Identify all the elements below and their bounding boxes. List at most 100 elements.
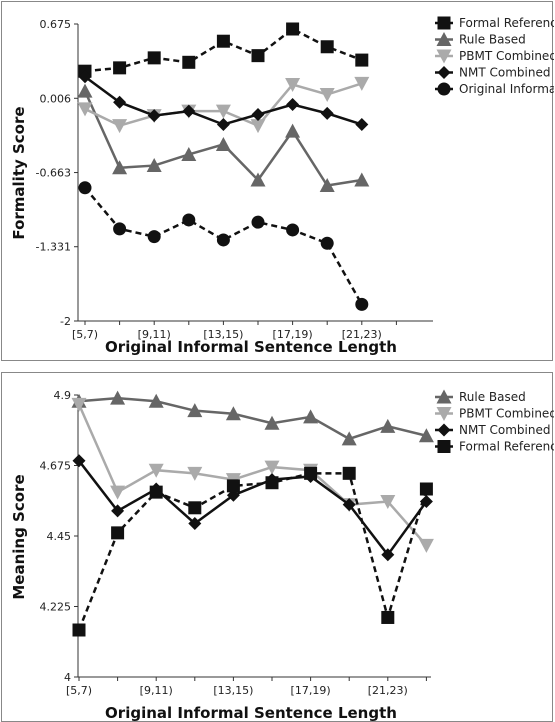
data-point-pbmt-combined xyxy=(418,538,434,553)
data-point-rule-based xyxy=(77,83,93,98)
data-point-pbmt-combined xyxy=(354,76,370,91)
data-point-rule-based xyxy=(250,172,266,187)
data-point-formal-reference xyxy=(342,466,356,480)
legend-item-rule-based: Rule Based xyxy=(435,32,526,47)
data-point-pbmt-combined xyxy=(110,485,126,500)
data-point-formal-reference xyxy=(72,623,86,637)
data-point-nmt-combined xyxy=(78,70,92,84)
data-point-pbmt-combined xyxy=(285,78,301,93)
data-point-nmt-combined xyxy=(381,548,395,562)
data-point-original-informal xyxy=(320,236,334,250)
series-formal-reference xyxy=(72,466,433,637)
data-point-rule-based xyxy=(112,160,128,175)
legend-label: NMT Combined xyxy=(459,423,550,437)
series-formal-reference xyxy=(78,22,369,78)
y-tick-label: -1.331 xyxy=(36,241,71,254)
data-point-formal-reference xyxy=(216,34,230,48)
legend-label: NMT Combined xyxy=(459,66,550,80)
data-point-original-informal xyxy=(78,181,92,195)
data-point-nmt-combined xyxy=(182,104,196,118)
series-nmt-combined xyxy=(78,70,369,131)
data-point-rule-based xyxy=(215,136,231,151)
data-point-rule-based xyxy=(264,415,280,430)
series-pbmt-combined xyxy=(77,76,370,134)
data-point-pbmt-combined xyxy=(187,466,203,481)
legend-marker xyxy=(437,16,451,30)
y-tick-label: -2 xyxy=(60,315,71,328)
data-point-rule-based xyxy=(187,403,203,418)
legend-item-formal-reference: Formal Reference xyxy=(435,440,554,454)
legend-item-formal-reference: Formal Reference xyxy=(435,16,554,30)
data-point-rule-based xyxy=(418,428,434,443)
data-point-nmt-combined xyxy=(342,498,356,512)
series-line-nmt-combined xyxy=(78,460,428,557)
data-point-formal-reference xyxy=(111,526,125,540)
data-point-nmt-combined xyxy=(226,488,240,502)
series-line-formal-reference xyxy=(84,27,363,73)
y-axis-title: Formality Score xyxy=(10,106,28,239)
legend-label: Rule Based xyxy=(459,390,526,404)
legend-item-nmt-combined: NMT Combined xyxy=(435,423,550,437)
series-rule-based xyxy=(77,83,370,193)
x-tick-label: [13,15) xyxy=(203,328,243,341)
data-point-rule-based xyxy=(380,418,396,433)
data-point-rule-based xyxy=(341,431,357,446)
data-point-formal-reference xyxy=(265,476,279,490)
legend-marker xyxy=(436,407,452,421)
data-point-original-informal xyxy=(355,297,369,311)
meaning-chart: 4.9 4.675 4.45 4.225 4 [5,7) [9,11) [13,15) [17… xyxy=(1,372,554,722)
data-point-formal-reference xyxy=(355,53,369,67)
legend-label: Formal Reference xyxy=(459,440,554,454)
data-point-nmt-combined xyxy=(419,495,433,509)
legend-marker xyxy=(437,66,451,79)
data-point-original-informal xyxy=(286,223,300,237)
legend-item-pbmt-combined: PBMT Combined xyxy=(435,407,554,421)
data-point-formal-reference xyxy=(286,22,300,36)
y-tick-label: -0.663 xyxy=(36,167,71,180)
legend-item-rule-based: Rule Based xyxy=(435,389,526,404)
data-point-formal-reference xyxy=(419,482,433,496)
legend-label: Original Informal xyxy=(459,82,554,96)
data-point-rule-based xyxy=(354,172,370,187)
data-point-pbmt-combined xyxy=(264,460,280,475)
series-original-informal xyxy=(78,181,369,311)
data-point-pbmt-combined xyxy=(250,119,266,134)
data-point-rule-based xyxy=(225,406,241,421)
data-point-pbmt-combined xyxy=(112,119,128,134)
x-tick-label: [21,23) xyxy=(368,684,408,697)
legend-item-pbmt-combined: PBMT Combined xyxy=(435,49,554,64)
data-point-nmt-combined xyxy=(251,107,265,121)
data-point-formal-reference xyxy=(381,610,395,624)
legend-item-original-informal: Original Informal xyxy=(435,82,554,96)
data-point-rule-based xyxy=(319,178,335,193)
data-point-pbmt-combined xyxy=(319,88,335,103)
data-point-nmt-combined xyxy=(216,117,230,131)
y-tick-label: 4.45 xyxy=(47,530,72,543)
data-point-rule-based xyxy=(146,158,162,173)
x-tick-label: [13,15) xyxy=(213,684,253,697)
data-point-formal-reference xyxy=(304,466,318,480)
data-point-nmt-combined xyxy=(320,106,334,120)
data-point-nmt-combined xyxy=(111,504,125,518)
data-point-pbmt-combined xyxy=(380,495,396,510)
data-point-rule-based xyxy=(110,390,126,405)
x-tick-label: [17,19) xyxy=(273,328,313,341)
y-tick-label: 4.9 xyxy=(54,389,72,402)
series-line-original-informal xyxy=(84,186,363,305)
data-point-rule-based xyxy=(285,123,301,138)
legend-label: Rule Based xyxy=(459,33,526,47)
x-tick-label: [9,11) xyxy=(138,328,171,341)
data-point-pbmt-combined xyxy=(71,397,87,412)
x-tick-label: [9,11) xyxy=(140,684,173,697)
x-axis-title: Original Informal Sentence Length xyxy=(105,338,397,356)
y-tick-label: 0.675 xyxy=(40,18,72,31)
data-point-pbmt-combined xyxy=(148,463,164,478)
y-tick-label: 0.006 xyxy=(40,92,72,105)
data-point-formal-reference xyxy=(113,61,127,75)
legend-label: Formal Reference xyxy=(459,16,554,30)
data-point-original-informal xyxy=(182,213,196,227)
legend-marker xyxy=(437,440,451,453)
data-point-original-informal xyxy=(216,233,230,247)
data-point-nmt-combined xyxy=(355,117,369,131)
y-axis-title: Meaning Score xyxy=(10,474,28,599)
